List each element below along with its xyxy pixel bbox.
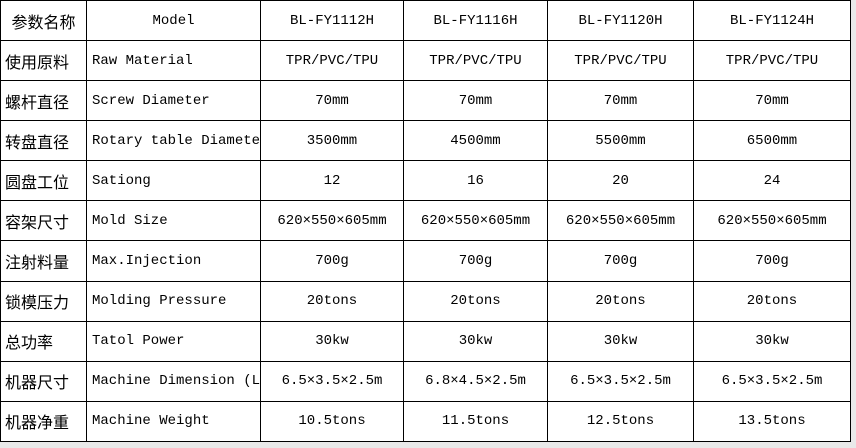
spec-value-cell: 11.5tons: [403, 400, 548, 443]
spec-value-cell: 70mm: [260, 80, 404, 122]
spec-value-cell: TPR/PVC/TPU: [260, 40, 404, 82]
row-label-en: Machine Weight: [86, 400, 261, 443]
table-row-rotary-table-diameter: 转盘直径 Rotary table Diameter 3500mm 4500mm…: [0, 120, 851, 162]
row-label-cn: 注射料量: [0, 240, 87, 282]
param-name-header: 参数名称: [0, 0, 87, 42]
table-row-raw-material: 使用原料 Raw Material TPR/PVC/TPU TPR/PVC/TP…: [0, 40, 851, 82]
row-label-cn: 转盘直径: [0, 120, 87, 162]
spec-value-cell: 620×550×605mm: [260, 200, 404, 242]
row-label-en: Screw Diameter: [86, 80, 261, 122]
table-row-screw-diameter: 螺杆直径 Screw Diameter 70mm 70mm 70mm 70mm: [0, 80, 851, 122]
row-label-cn: 螺杆直径: [0, 80, 87, 122]
row-label-en: Max.Injection: [86, 240, 261, 282]
spec-value-cell: 700g: [693, 240, 851, 282]
spec-value-cell: 10.5tons: [260, 400, 404, 443]
table-row-machine-weight: 机器净重 Machine Weight 10.5tons 11.5tons 12…: [0, 400, 851, 443]
model-name-cell: BL-FY1120H: [547, 0, 694, 42]
row-label-en: Raw Material: [86, 40, 261, 82]
spec-value-cell: 20tons: [260, 280, 404, 322]
spec-value-cell: 24: [693, 160, 851, 202]
model-name-cell: BL-FY1124H: [693, 0, 851, 42]
spec-value-cell: 700g: [403, 240, 548, 282]
spec-value-cell: TPR/PVC/TPU: [403, 40, 548, 82]
spec-value-cell: 620×550×605mm: [403, 200, 548, 242]
spec-value-cell: 20tons: [403, 280, 548, 322]
row-label-en: Machine Dimension (L×: [86, 360, 261, 402]
row-label-en: Sationg: [86, 160, 261, 202]
spec-value-cell: 70mm: [693, 80, 851, 122]
spec-value-cell: 20tons: [547, 280, 694, 322]
spec-value-cell: 12: [260, 160, 404, 202]
row-label-cn: 容架尺寸: [0, 200, 87, 242]
spec-value-cell: 4500mm: [403, 120, 548, 162]
model-name-cell: BL-FY1112H: [260, 0, 404, 42]
row-label-cn: 总功率: [0, 320, 87, 362]
spec-value-cell: 13.5tons: [693, 400, 851, 443]
spec-value-cell: 700g: [547, 240, 694, 282]
table-row-molding-pressure: 锁模压力 Molding Pressure 20tons 20tons 20to…: [0, 280, 851, 322]
row-label-en: Tatol Power: [86, 320, 261, 362]
spec-value-cell: 6.5×3.5×2.5m: [260, 360, 404, 402]
table-row-max-injection: 注射料量 Max.Injection 700g 700g 700g 700g: [0, 240, 851, 282]
spec-value-cell: 6500mm: [693, 120, 851, 162]
spec-value-cell: 30kw: [403, 320, 548, 362]
row-label-en: Molding Pressure: [86, 280, 261, 322]
spec-value-cell: 30kw: [693, 320, 851, 362]
row-label-en: Rotary table Diameter: [86, 120, 261, 162]
table-row-total-power: 总功率 Tatol Power 30kw 30kw 30kw 30kw: [0, 320, 851, 362]
model-name-cell: BL-FY1116H: [403, 0, 548, 42]
spec-value-cell: 620×550×605mm: [547, 200, 694, 242]
model-header: Model: [86, 0, 261, 42]
row-label-cn: 使用原料: [0, 40, 87, 82]
spec-value-cell: 6.5×3.5×2.5m: [693, 360, 851, 402]
spec-value-cell: 12.5tons: [547, 400, 694, 443]
row-label-cn: 机器净重: [0, 400, 87, 443]
spec-value-cell: 20: [547, 160, 694, 202]
row-label-cn: 锁模压力: [0, 280, 87, 322]
row-label-en: Mold Size: [86, 200, 261, 242]
row-label-cn: 圆盘工位: [0, 160, 87, 202]
spec-value-cell: 6.8×4.5×2.5m: [403, 360, 548, 402]
spec-value-cell: 6.5×3.5×2.5m: [547, 360, 694, 402]
spec-value-cell: TPR/PVC/TPU: [693, 40, 851, 82]
spec-value-cell: 700g: [260, 240, 404, 282]
spec-value-cell: 3500mm: [260, 120, 404, 162]
table-row-machine-dimension: 机器尺寸 Machine Dimension (L× 6.5×3.5×2.5m …: [0, 360, 851, 402]
row-label-cn: 机器尺寸: [0, 360, 87, 402]
spec-value-cell: 70mm: [547, 80, 694, 122]
spec-value-cell: 30kw: [547, 320, 694, 362]
table-row-mold-size: 容架尺寸 Mold Size 620×550×605mm 620×550×605…: [0, 200, 851, 242]
spec-value-cell: 5500mm: [547, 120, 694, 162]
spec-value-cell: 20tons: [693, 280, 851, 322]
header-row: 参数名称 Model BL-FY1112H BL-FY1116H BL-FY11…: [0, 0, 851, 42]
table-row-stations: 圆盘工位 Sationg 12 16 20 24: [0, 160, 851, 202]
spec-value-cell: 30kw: [260, 320, 404, 362]
spec-value-cell: TPR/PVC/TPU: [547, 40, 694, 82]
spec-value-cell: 70mm: [403, 80, 548, 122]
spec-value-cell: 16: [403, 160, 548, 202]
spec-value-cell: 620×550×605mm: [693, 200, 851, 242]
